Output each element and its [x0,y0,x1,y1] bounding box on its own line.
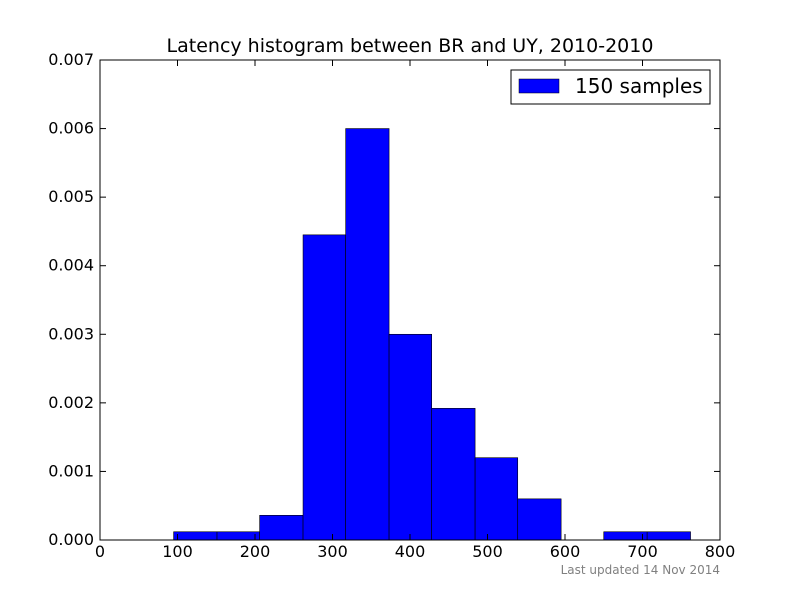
y-tick-label: 0.003 [48,324,94,343]
y-tick-label: 0.006 [48,119,94,138]
histogram-bar [173,531,218,541]
legend-label: 150 samples [575,74,703,98]
x-tick-label: 600 [550,542,581,561]
y-tick-label: 0.007 [48,50,94,69]
y-tick-label: 0.000 [48,530,94,549]
x-tick-label: 100 [162,542,193,561]
y-tick-label: 0.001 [48,461,94,480]
chart-title: Latency histogram between BR and UY, 201… [167,35,654,57]
x-tick-label: 400 [395,542,426,561]
histogram-bar [431,408,476,541]
x-tick-label: 200 [240,542,271,561]
x-tick-label: 500 [472,542,503,561]
histogram-bar [216,531,260,541]
x-tick-label: 0 [95,542,105,561]
histogram-bar [259,515,304,541]
last-updated-note: Last updated 14 Nov 2014 [561,563,720,577]
y-tick-label: 0.004 [48,256,94,275]
y-tick-label: 0.002 [48,393,94,412]
histogram-bar [517,498,562,541]
bars-group [173,128,691,541]
histogram-bar [302,234,346,541]
x-tick-label: 800 [705,542,736,561]
ticks-group: 0 100 200 300 400 500 600 700 800 0.000 0.001 0.002… [48,50,735,561]
histogram-bar [646,531,691,541]
histogram-bar [603,531,648,541]
legend: 150 samples [510,69,711,105]
x-tick-label: 300 [317,542,348,561]
x-tick-label: 700 [627,542,658,561]
histogram-bar [474,457,519,541]
y-tick-label: 0.005 [48,187,94,206]
histogram-bar [345,128,390,541]
histogram-bar [388,333,433,541]
legend-swatch [518,78,560,94]
